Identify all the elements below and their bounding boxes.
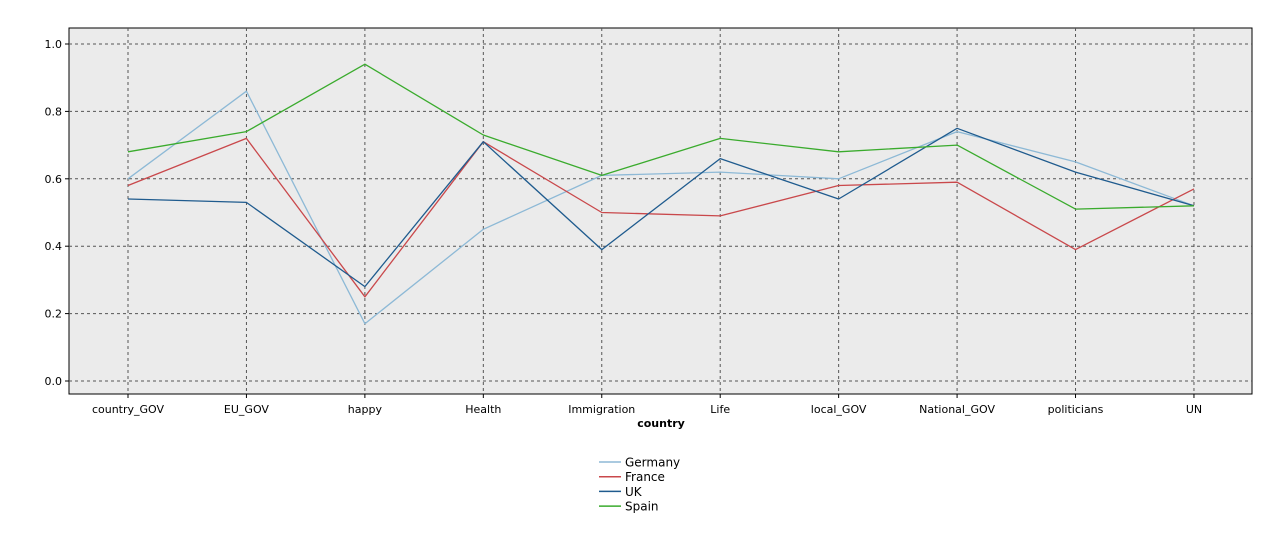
x-tick-label: National_GOV — [919, 403, 995, 416]
x-tick-label: UN — [1186, 403, 1202, 416]
x-tick-label: politicians — [1048, 403, 1104, 416]
series-lines — [127, 63, 1195, 325]
gridlines — [69, 28, 1252, 394]
series-line-france — [127, 137, 1195, 298]
legend-label-france: France — [625, 470, 665, 484]
x-tick-label: happy — [348, 403, 383, 416]
x-tick-label: Health — [465, 403, 501, 416]
series-line-uk — [127, 127, 1195, 288]
plot-area — [68, 27, 1253, 395]
x-tick-label: local_GOV — [811, 403, 867, 416]
y-axis: 0.0 0.2 0.4 0.6 0.8 1.0 — [45, 38, 69, 388]
x-tick-label: Life — [710, 403, 730, 416]
x-tick-label: Immigration — [568, 403, 635, 416]
y-tick-label: 0.4 — [45, 240, 63, 253]
y-tick-label: 0.0 — [45, 375, 63, 388]
legend-label-germany: Germany — [625, 456, 680, 470]
series-line-spain — [127, 63, 1195, 210]
legend-label-spain: Spain — [625, 500, 659, 514]
x-tick-label: country_GOV — [92, 403, 165, 416]
y-tick-label: 0.6 — [45, 173, 63, 186]
y-tick-label: 0.8 — [45, 105, 63, 118]
x-tick-label: EU_GOV — [224, 403, 269, 416]
y-tick-label: 1.0 — [45, 38, 63, 51]
series-line-germany — [127, 90, 1195, 325]
legend-label-uk: UK — [625, 485, 643, 499]
y-tick-label: 0.2 — [45, 308, 63, 321]
x-axis-title: country — [637, 417, 685, 430]
x-axis: country_GOV EU_GOV happy Health Immigration L… — [92, 394, 1202, 416]
